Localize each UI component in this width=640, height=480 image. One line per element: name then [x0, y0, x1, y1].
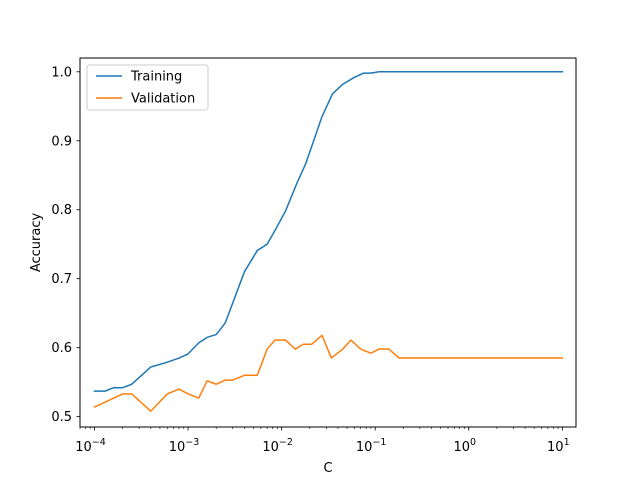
y-tick-label: 0.7: [51, 272, 72, 287]
plot-frame: [79, 57, 577, 428]
y-tick-label: 1.0: [51, 65, 72, 80]
x-axis-label: C: [323, 461, 332, 476]
y-axis: 0.5 0.6 0.7 0.8 0.9 1.0: [51, 65, 80, 425]
x-tick-label: 101: [547, 437, 570, 455]
x-axis: 10−4 10−3 10−2 10−1 100 101: [75, 427, 570, 455]
x-tick-label: 100: [453, 437, 476, 455]
y-tick-label: 0.9: [51, 134, 72, 149]
y-tick-label: 0.8: [51, 203, 72, 218]
y-tick-label: 0.6: [51, 341, 72, 356]
legend: Training Validation: [86, 64, 209, 111]
legend-label-training: Training: [130, 70, 182, 85]
y-axis-label: Accuracy: [29, 213, 44, 273]
x-tick-label: 10−3: [169, 437, 200, 455]
series-line-validation: [93, 334, 564, 412]
legend-label-validation: Validation: [131, 92, 195, 107]
x-tick-label: 10−4: [75, 437, 106, 455]
x-tick-label: 10−2: [262, 437, 293, 455]
series-layer: [93, 71, 564, 412]
series-line-training: [93, 71, 564, 392]
x-tick-label: 10−1: [356, 437, 387, 455]
y-tick-label: 0.5: [51, 410, 72, 425]
